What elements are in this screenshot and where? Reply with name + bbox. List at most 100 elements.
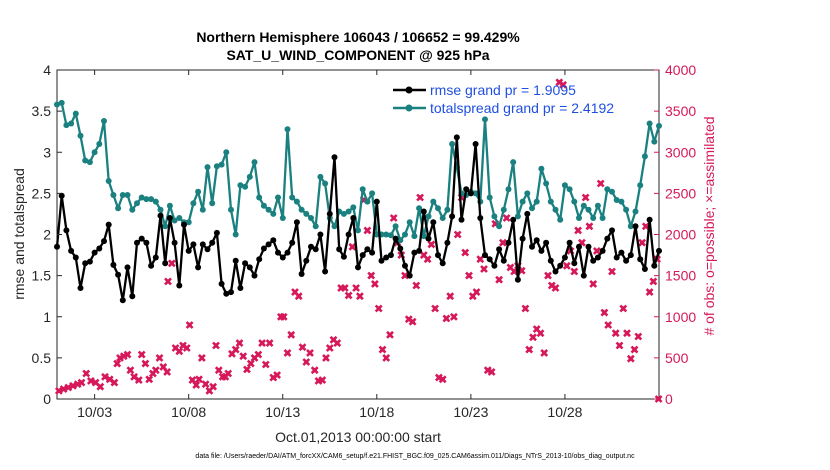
series-point-spread [105,178,112,184]
series-point-spread [637,182,644,189]
obs-point [298,343,307,352]
series-point-spread [293,198,300,205]
series-point-rmse [411,249,418,256]
obs-point [408,317,417,326]
y-right-axis-label: # of obs: o=possible; ×=assimilated [701,116,717,335]
series-point-rmse [585,243,592,250]
series-point-rmse [369,249,376,256]
obs-point [401,271,409,280]
series-point-rmse [425,235,432,242]
obs-point [265,339,274,348]
series-point-spread [63,122,70,129]
y-left-tick-label: 3 [43,144,51,160]
series-point-rmse [510,216,517,223]
series-point-rmse [138,235,145,242]
series-point-rmse [308,243,314,250]
series-point-spread [627,223,634,230]
series-point-rmse [641,266,648,272]
obs-point [82,369,91,378]
obs-point [54,386,63,395]
obs-point [461,248,470,257]
series-point-rmse [298,271,305,277]
obs-point [243,365,251,374]
series-point-spread [543,180,550,187]
series-point-spread [411,233,418,240]
series-point-spread [585,206,592,213]
series-point-spread [646,120,653,127]
series-point-rmse [228,289,234,296]
series-point-rmse [618,249,625,256]
series-point-rmse [270,237,277,244]
series-point-spread [242,183,249,190]
obs-point [589,279,598,288]
series-point-spread [148,196,155,203]
obs-point [239,352,248,361]
series-point-rmse [157,212,164,219]
series-point-spread [176,215,183,221]
obs-point [64,383,73,392]
obs-point [559,80,568,89]
series-point-rmse [326,210,333,217]
series-point-rmse [232,257,239,264]
series-point-rmse [185,247,192,254]
series-point-rmse [77,285,84,291]
series-point-spread [232,231,239,238]
series-point-rmse [289,239,296,246]
obs-point [525,345,534,354]
series-point-rmse [505,239,512,246]
data-file-footnote: data file: /Users/raeder/DAI/ATM_forcXX/… [195,453,635,460]
series-point-spread [228,206,234,213]
series-point-spread [157,206,164,213]
series-point-spread [279,215,286,221]
series-point-rmse [392,235,399,242]
series-point-spread [519,198,526,205]
series-point-rmse [199,241,206,248]
obs-point [279,312,288,321]
series-point-spread [491,213,498,220]
y-left-tick-label: 2.5 [32,185,52,201]
series-point-rmse [293,219,300,226]
obs-point [570,267,579,276]
obs-point [623,329,631,338]
series-point-rmse [416,247,423,254]
obs-point [113,359,122,368]
obs-point [306,348,314,357]
series-point-spread [594,202,601,209]
y-left-tick-label: 0.5 [32,350,52,366]
series-point-rmse [444,239,451,246]
obs-point [386,330,394,339]
obs-point [626,354,635,363]
series-point-spread [355,227,361,234]
obs-point [551,284,560,292]
series-point-rmse [453,134,460,141]
series-point-rmse [477,215,484,221]
series-point-rmse [533,237,540,244]
obs-point [574,226,583,235]
obs-point [608,267,616,276]
series-point-spread [96,141,103,147]
series-point-spread [510,159,517,166]
series-point-rmse [181,221,187,228]
series-point-rmse [552,268,559,275]
obs-point [495,275,504,284]
series-point-spread [613,197,620,203]
series-point-rmse [312,246,319,253]
series-point-rmse [124,264,131,271]
series-point-spread [599,215,606,221]
series-point-rmse [171,239,178,246]
obs-point [287,330,296,339]
series-point-spread [129,206,136,213]
series-point-rmse [599,247,606,254]
series-point-rmse [467,190,474,197]
series-point-rmse [383,254,390,261]
series-point-spread [472,190,479,197]
series-point-rmse [303,257,310,264]
series-point-rmse [359,252,366,259]
obs-point [630,345,639,354]
series-point-rmse [345,231,352,238]
obs-point [465,271,473,280]
series-point-spread [359,186,366,193]
series-point-spread [303,210,310,217]
obs-point [540,348,549,357]
